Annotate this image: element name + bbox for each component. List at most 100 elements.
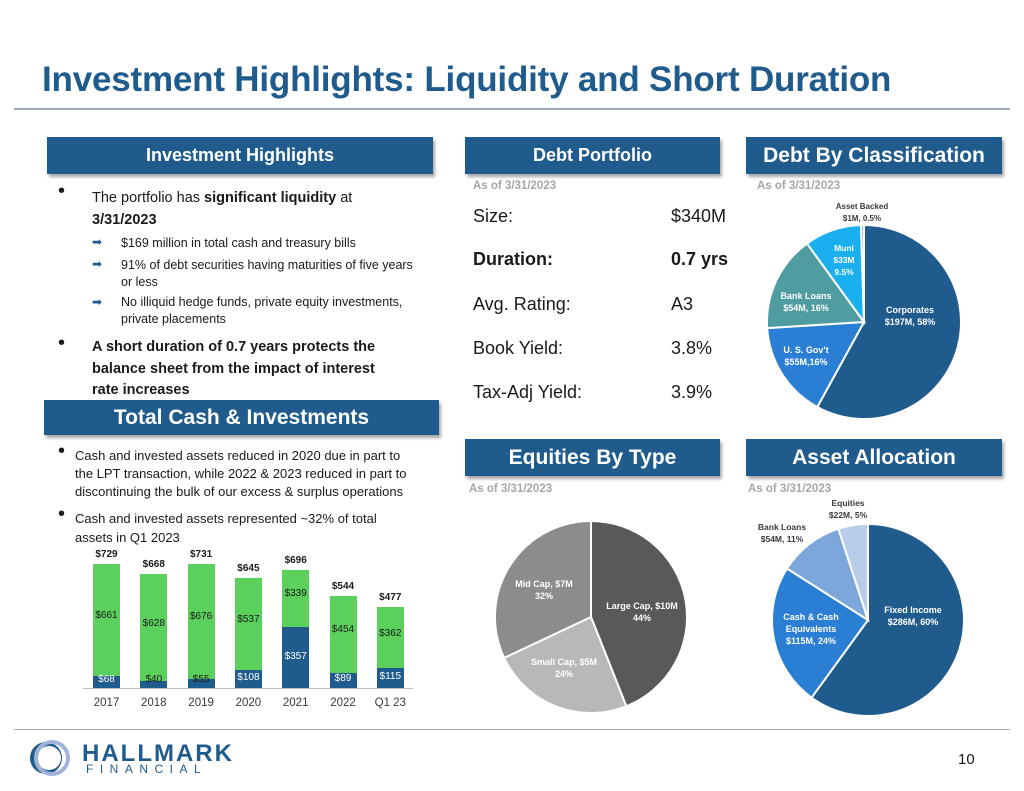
pie-slice <box>494 519 592 660</box>
highlight-bullet-2-l1: A short duration of 0.7 years protects t… <box>92 339 376 355</box>
bar-invested-label: $676 <box>189 611 213 623</box>
pie-slice <box>785 527 870 623</box>
highlight-bullet-2-l3: rate increases <box>92 382 190 398</box>
bar-cash-label: $115 <box>379 671 402 683</box>
equities-by-type-header: Equities By Type <box>465 439 720 476</box>
bar-total-label: $544 <box>331 580 355 592</box>
debt-portfolio-as-of: As of 3/31/2023 <box>473 180 557 192</box>
pie-slice <box>810 522 965 717</box>
dp-duration-value: 0.7 yrs <box>671 249 729 269</box>
asset-allocation-pie-chart: Fixed Income $286M, 60% Cash & Cash Equival… <box>758 498 965 717</box>
bar-invested-segment <box>93 564 120 677</box>
pie-slice <box>771 567 870 700</box>
bar-invested-segment <box>282 569 310 628</box>
bar-invested-label: $454 <box>331 624 355 636</box>
pie-slice-label: U. S. Gov't $55M,16% <box>783 345 828 367</box>
pie-slice-label: Mid Cap, $7M 32% <box>515 579 573 601</box>
bullet-dot: • <box>58 180 66 202</box>
bar-invested-segment <box>234 578 262 670</box>
pie-slice-label: Small Cap, $5M 24% <box>531 657 597 679</box>
highlight-bullet-2-l2: balance sheet from the impact of interes… <box>92 361 375 377</box>
bar-cash-segment <box>187 678 215 688</box>
pie-slice-label: Asset Backed $1M, 0.5% <box>836 202 889 223</box>
pie-slice-label: Equities $22M, 5% <box>829 498 868 520</box>
page-title: Investment Highlights: Liquidity and Sho… <box>42 60 892 99</box>
bar-category-label: 2019 <box>188 697 214 709</box>
arrow-icon: ➡ <box>92 235 103 249</box>
dp-size-label: Size: <box>473 206 514 226</box>
logo-subwordmark: FINANCIAL <box>86 762 208 776</box>
bullet-dot: • <box>58 332 66 354</box>
pie-slice-label: Cash & Cash Equivalents $115M, 24% <box>783 612 839 646</box>
bar-category-label: 2020 <box>235 697 262 709</box>
bar-total-label: $729 <box>95 549 118 561</box>
equities-by-type-pie-chart: Large Cap, $10M 44% Small Cap, $5M 24% Mid C… <box>494 519 688 714</box>
bar-cash-label: $55 <box>192 674 210 685</box>
bar-cash-segment <box>140 681 168 688</box>
bar-cash-label: $40 <box>145 674 163 685</box>
bar-invested-label: $661 <box>95 610 118 622</box>
bar-cash-label: $89 <box>334 673 352 685</box>
bar-cash-segment <box>329 672 357 688</box>
equities-as-of: As of 3/31/2023 <box>469 483 553 495</box>
bar-total-label: $696 <box>284 554 307 566</box>
bar-invested-segment <box>140 574 168 682</box>
highlight-bullet-1: The portfolio has significant liquidity … <box>92 187 352 209</box>
dp-rating-value: A3 <box>671 294 694 314</box>
arrow-icon: ➡ <box>92 295 103 309</box>
highlight-sub-2b: or less <box>121 275 158 289</box>
bar-cash-segment <box>234 669 262 688</box>
highlight-sub-2a: 91% of debt securities having maturities… <box>121 258 413 272</box>
bar-category-label: Q1 23 <box>374 697 406 709</box>
bar-total-label: $645 <box>237 563 260 575</box>
bar-category-label: 2017 <box>93 697 120 709</box>
highlight-sub-3a: No illiquid hedge funds, private equity … <box>121 295 403 309</box>
bar-cash-label: $68 <box>98 674 115 685</box>
total-cash-bullet-2-l2: assets in Q1 2023 <box>75 530 180 545</box>
arrow-icon: ➡ <box>92 257 103 271</box>
total-cash-bullet-1-l3: discontinuing the bulk of our excess & s… <box>75 484 404 499</box>
debt-classification-header: Debt By Classification <box>746 137 1002 174</box>
pie-slice-label: Large Cap, $10M 44% <box>606 601 678 623</box>
highlight-sub-1: $169 million in total cash and treasury … <box>121 236 356 250</box>
pie-slice-label: Bank Loans $54M, 11% <box>758 522 806 544</box>
allocation-as-of: As of 3/31/2023 <box>748 483 832 495</box>
bullet-dot: • <box>58 503 66 525</box>
pie-slice <box>859 223 865 323</box>
footer-divider <box>14 729 1010 730</box>
bar-category-label: 2021 <box>282 697 309 709</box>
bar-total-label: $477 <box>379 591 402 603</box>
pie-slice-label: Corporates $197M, 58% <box>885 305 936 327</box>
logo-wordmark: HALLMARK <box>82 740 234 767</box>
bar-invested-segment <box>187 563 215 679</box>
bar-cash-segment <box>93 676 120 688</box>
bullet-dot: • <box>58 440 66 462</box>
debt-classification-pie-chart: Corporates $197M, 58% U. S. Gov't $55M,16% B… <box>766 202 962 420</box>
bar-axis-line <box>83 688 413 689</box>
highlight-bullet-1-bold: significant liquidity <box>204 190 337 206</box>
total-cash-header: Total Cash & Investments <box>44 400 439 435</box>
bar-cash-segment <box>376 668 404 688</box>
page-number: 10 <box>958 751 975 768</box>
total-cash-bullet-2-l1: Cash and invested assets represented ~32… <box>75 511 377 526</box>
bar-invested-label: $628 <box>142 617 165 629</box>
dp-rating-label: Avg. Rating: <box>473 294 571 314</box>
bar-invested-segment <box>329 595 357 673</box>
dp-book-yield-label: Book Yield: <box>473 338 564 358</box>
pie-slice-label: Fixed Income $286M, 60% <box>884 605 942 627</box>
pie-slice-label: Bank Loans $54M, 16% <box>780 291 831 313</box>
dp-tax-adj-yield-label: Tax-Adj Yield: <box>473 382 583 402</box>
pie-slice <box>590 519 688 708</box>
pie-slice-label: Muni $33M 9.5% <box>833 243 854 277</box>
hallmark-logo-icon <box>30 740 70 776</box>
bar-invested-segment <box>376 606 404 669</box>
asset-allocation-header: Asset Allocation <box>746 439 1002 476</box>
debt-portfolio-header: Debt Portfolio <box>465 137 720 174</box>
pie-slice <box>766 242 866 330</box>
debt-class-as-of: As of 3/31/2023 <box>757 180 841 192</box>
bar-category-label: 2018 <box>141 697 167 709</box>
bar-total-label: $731 <box>189 548 213 560</box>
dp-size-value: $340M <box>671 206 727 226</box>
highlight-bullet-1-text-end: at <box>336 190 353 206</box>
investment-highlights-header: Investment Highlights <box>47 137 433 174</box>
